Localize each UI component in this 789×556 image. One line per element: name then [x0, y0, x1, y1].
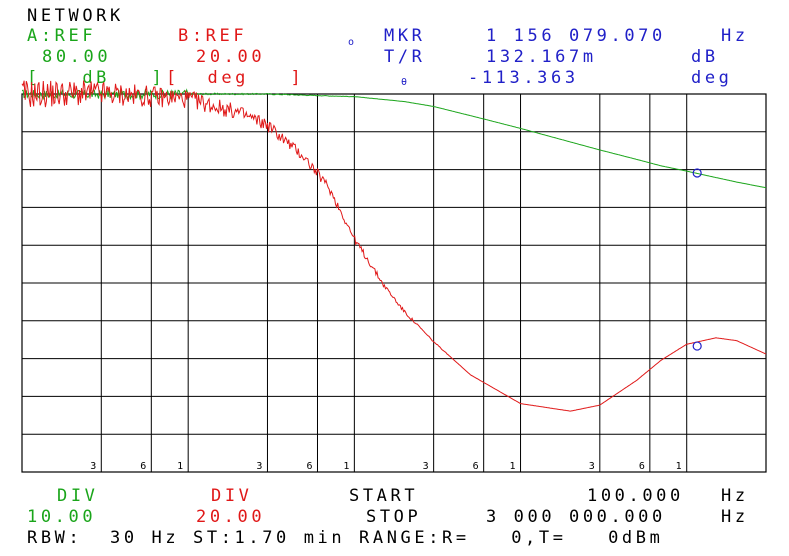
analyzer-title: NETWORK [27, 6, 124, 26]
x-tick-label: 6 [473, 461, 479, 472]
x-tick-label: 3 [589, 461, 595, 472]
x-tick-label: 1 [177, 461, 183, 472]
tr-label: T/R [384, 47, 426, 67]
x-tick-label: 6 [639, 461, 645, 472]
trace-b-ref-value: 20.00 [196, 47, 266, 67]
plot-grid [21, 93, 767, 473]
marker-label: MKR [384, 26, 426, 46]
trace-a-div-value: 10.00 [27, 507, 97, 527]
x-tick-label: 6 [140, 461, 146, 472]
x-tick-label: 1 [676, 461, 682, 472]
trace-b-div-value: 20.00 [196, 507, 266, 527]
marker-magnitude-unit: dB [691, 47, 719, 67]
x-tick-label: 1 [510, 461, 516, 472]
trace-a-ref-value: 80.00 [42, 47, 112, 67]
stop-unit: Hz [721, 507, 749, 527]
x-tick-label: 3 [423, 461, 429, 472]
marker-frequency-unit: Hz [721, 26, 749, 46]
trace-a-ref-label: A:REF [27, 26, 97, 46]
marker-icon: o [348, 37, 355, 48]
trace-b-ref-label: B:REF [178, 26, 248, 46]
status-line: RBW: 30 Hz ST:1.70 min RANGE:R= 0,T= 0dB… [27, 528, 664, 548]
traces [21, 80, 767, 412]
theta-icon: θ [401, 77, 408, 88]
x-tick-label: 1 [343, 461, 349, 472]
trace-b-unit: [ deg ] [166, 68, 305, 88]
trace-a-div-label: DIV [57, 486, 99, 506]
start-frequency: 100.000 [587, 486, 684, 506]
x-tick-label: 3 [90, 461, 96, 472]
x-tick-label: 6 [306, 461, 312, 472]
trace-a-line [21, 88, 767, 189]
start-unit: Hz [721, 486, 749, 506]
marker-a-point [692, 168, 702, 178]
x-tick-label: 3 [256, 461, 262, 472]
stop-frequency: 3 000 000.000 [486, 507, 666, 527]
trace-b-line [21, 80, 767, 412]
x-tick-labels: 3 6 1 3 6 1 3 6 1 3 6 1 [90, 461, 681, 472]
trace-a-unit: [ dB ] [27, 68, 166, 88]
trace-b-div-label: DIV [211, 486, 253, 506]
start-label: START [349, 486, 419, 506]
marker-phase-unit: deg [691, 68, 733, 88]
marker-magnitude: 132.167m [486, 47, 597, 67]
marker-b-point [692, 341, 702, 351]
markers [692, 168, 702, 351]
stop-label: STOP [366, 507, 422, 527]
marker-frequency: 1 156 079.070 [486, 26, 666, 46]
marker-phase: -113.363 [468, 68, 579, 88]
